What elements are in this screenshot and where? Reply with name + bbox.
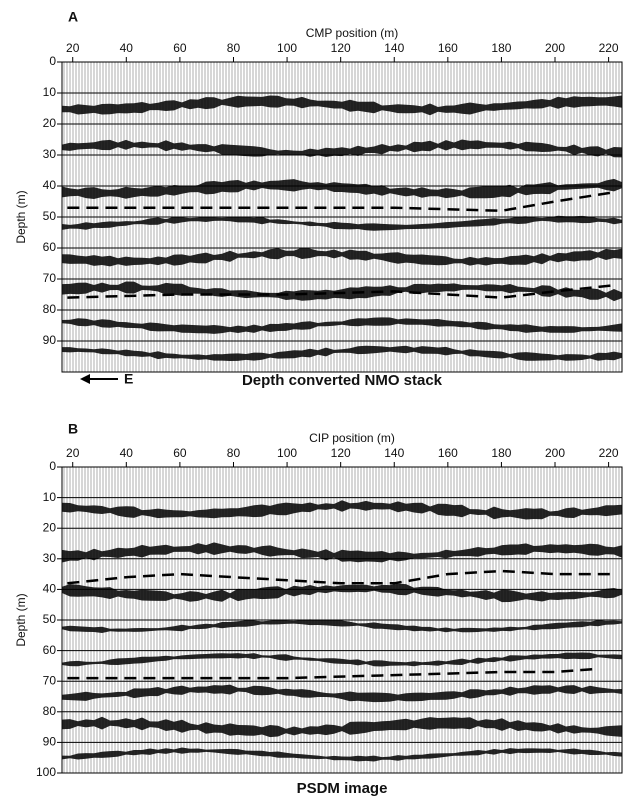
- y-tick-label: 20: [43, 520, 57, 534]
- x-tick-label: 180: [491, 41, 511, 55]
- caption: PSDM image: [297, 780, 388, 797]
- reflector-band: [62, 542, 622, 563]
- reflector-band: [62, 247, 622, 267]
- y-tick-label: 80: [43, 704, 57, 718]
- y-tick-label: 0: [49, 54, 56, 68]
- panel-label: B: [68, 421, 78, 437]
- reflector-band: [62, 652, 622, 667]
- x-tick-label: 160: [438, 41, 458, 55]
- y-tick-label: 20: [43, 116, 57, 130]
- x-tick-label: 140: [384, 446, 404, 460]
- x-tick-label: 180: [491, 446, 511, 460]
- arrow: [80, 374, 118, 384]
- x-tick-label: 120: [331, 446, 351, 460]
- reflector-band: [62, 317, 622, 334]
- y-tick-label: 60: [43, 240, 57, 254]
- x-tick-label: 200: [545, 446, 565, 460]
- y-axis-title: Depth (m): [14, 593, 28, 646]
- reflector-band: [62, 500, 622, 520]
- y-tick-label: 70: [43, 673, 57, 687]
- x-tick-label: 200: [545, 41, 565, 55]
- reflector-band: [62, 345, 622, 361]
- reflector-bands: [62, 500, 622, 762]
- reflector-band: [62, 215, 622, 231]
- reflector-band: [62, 281, 622, 302]
- reflector-band: [62, 95, 622, 116]
- horizon: [67, 667, 596, 680]
- x-tick-label: 20: [66, 446, 80, 460]
- y-tick-label: 80: [43, 302, 57, 316]
- panel-label: A: [68, 9, 78, 25]
- x-tick-label: 60: [173, 41, 187, 55]
- reflector-band: [62, 583, 622, 603]
- y-tick-label: 30: [43, 551, 57, 565]
- x-tick-label: 80: [227, 41, 241, 55]
- x-tick-label: 160: [438, 446, 458, 460]
- reflector-band: [62, 139, 622, 158]
- reflector-band: [62, 716, 622, 738]
- caption: Depth converted NMO stack: [242, 372, 443, 389]
- x-axis-title: CMP position (m): [306, 26, 398, 40]
- annotation: E: [124, 371, 133, 387]
- y-tick-label: 70: [43, 271, 57, 285]
- y-tick-label: 10: [43, 85, 57, 99]
- y-tick-label: 90: [43, 333, 57, 347]
- x-tick-label: 60: [173, 446, 187, 460]
- horizon: [67, 283, 615, 299]
- x-tick-label: 120: [331, 41, 351, 55]
- reflector-bands: [62, 95, 622, 361]
- reflector-band: [62, 747, 622, 762]
- x-axis-title: CIP position (m): [309, 431, 395, 445]
- x-tick-label: 80: [227, 446, 241, 460]
- x-tick-label: 20: [66, 41, 80, 55]
- reflector-band: [62, 178, 622, 199]
- x-tick-label: 40: [120, 446, 134, 460]
- y-tick-label: 60: [43, 643, 57, 657]
- horizon: [67, 569, 614, 585]
- y-tick-label: 30: [43, 147, 57, 161]
- x-tick-label: 40: [120, 41, 134, 55]
- y-axis-title: Depth (m): [14, 190, 28, 243]
- y-tick-label: 40: [43, 178, 57, 192]
- y-tick-label: 90: [43, 735, 57, 749]
- x-tick-label: 100: [277, 41, 297, 55]
- y-tick-label: 100: [36, 765, 56, 779]
- y-tick-label: 50: [43, 209, 57, 223]
- y-tick-label: 10: [43, 490, 57, 504]
- y-tick-label: 0: [49, 459, 56, 473]
- x-tick-label: 140: [384, 41, 404, 55]
- reflector-band: [62, 619, 622, 633]
- x-tick-label: 220: [599, 41, 619, 55]
- x-tick-label: 220: [599, 446, 619, 460]
- reflector-band: [62, 684, 622, 703]
- horizon: [67, 190, 615, 213]
- y-tick-label: 40: [43, 582, 57, 596]
- y-tick-label: 50: [43, 612, 57, 626]
- x-tick-label: 100: [277, 446, 297, 460]
